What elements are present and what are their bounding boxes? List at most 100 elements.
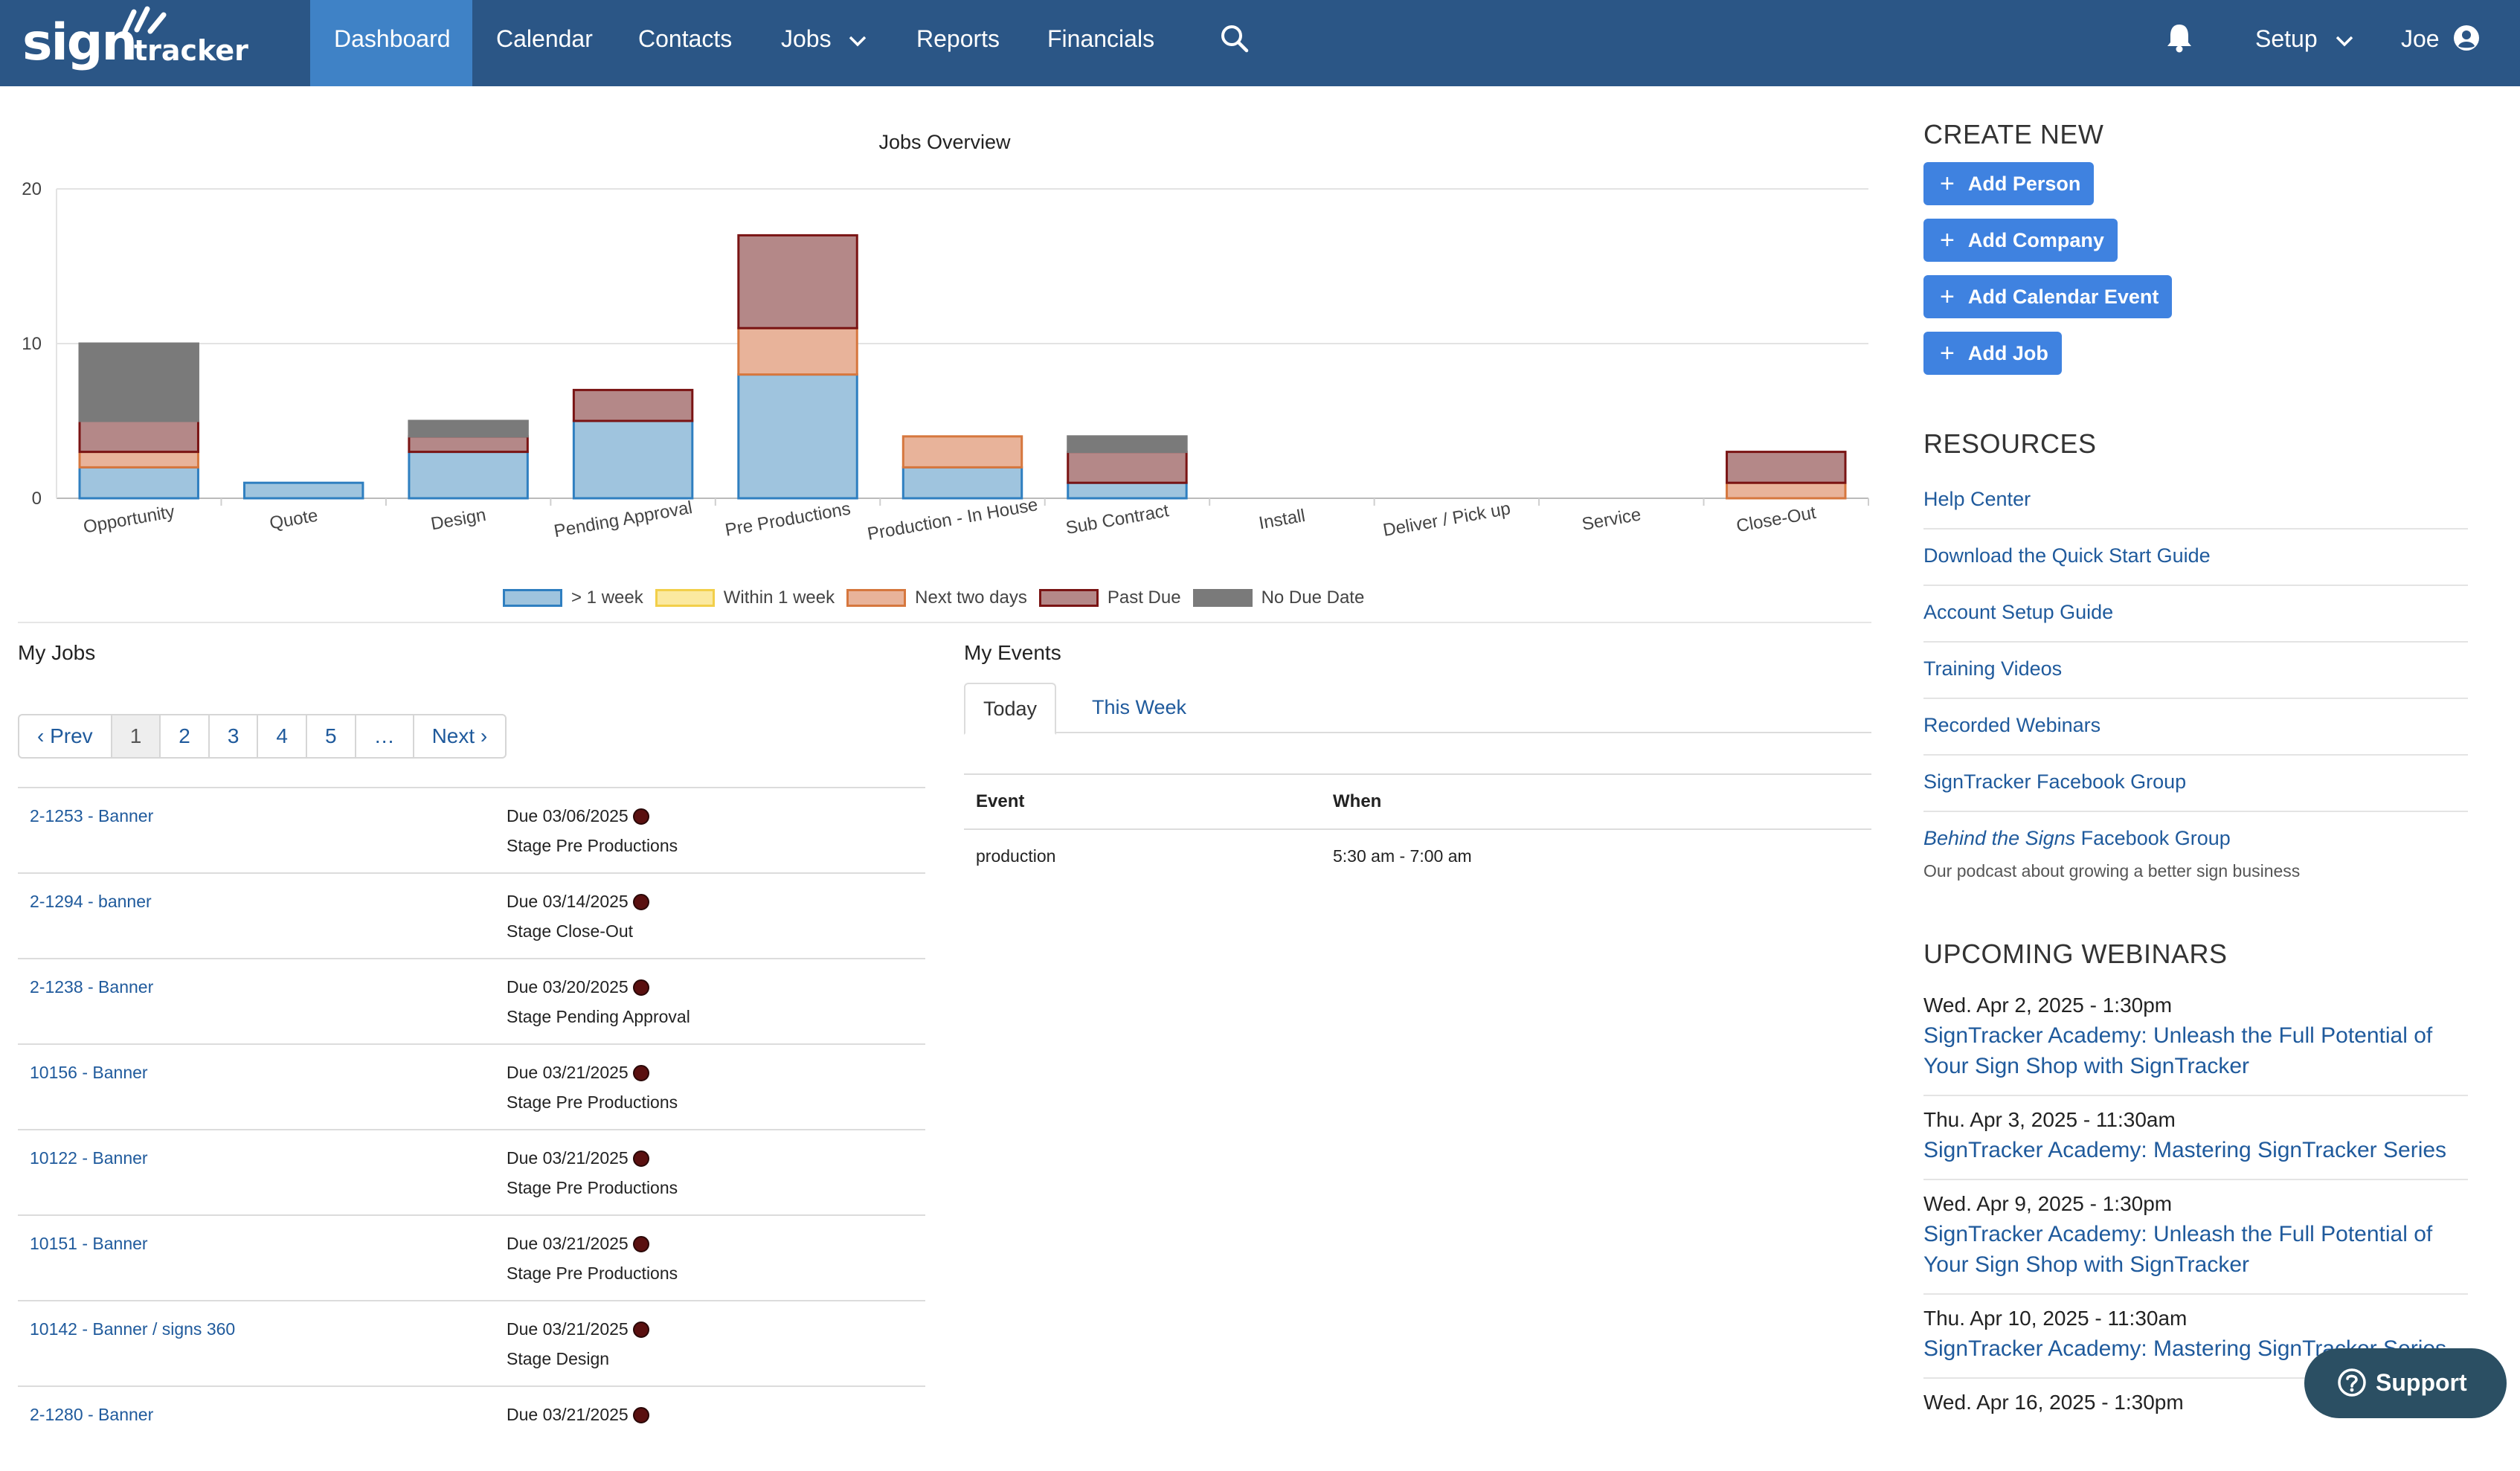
bar-segment: [1726, 451, 1847, 484]
resource-link-recorded-webinars[interactable]: Recorded Webinars: [1923, 714, 2101, 736]
y-tick-label: 10: [22, 334, 42, 354]
pager-ellipsis[interactable]: …: [356, 715, 414, 757]
support-button[interactable]: Support: [2304, 1348, 2507, 1418]
nav-financials[interactable]: Financials: [1023, 0, 1178, 86]
resource-link-training-videos[interactable]: Training Videos: [1923, 657, 2063, 680]
pager-next[interactable]: Next ›: [431, 724, 488, 747]
job-row: 10122 - Banner Due 03/21/2025 Stage Pre …: [18, 1129, 925, 1214]
nav-calendar[interactable]: Calendar: [472, 0, 617, 86]
resource-link-account-setup[interactable]: Account Setup Guide: [1923, 601, 2114, 623]
bar-segment: [1067, 435, 1188, 454]
legend-label: Within 1 week: [723, 588, 835, 608]
job-link[interactable]: 10122 - Banner: [30, 1148, 148, 1168]
job-link[interactable]: 10156 - Banner: [30, 1063, 148, 1082]
bar-segment: [572, 388, 694, 422]
job-stage: Stage Pre Productions: [507, 836, 678, 855]
webinar-date: Wed. Apr 2, 2025 - 1:30pm: [1923, 994, 2173, 1017]
plus-icon: +: [1940, 226, 1955, 254]
user-menu[interactable]: Joe: [2377, 0, 2504, 86]
job-stage: Stage Pre Productions: [507, 1178, 678, 1197]
column-header-when: When: [1333, 791, 1382, 811]
job-link[interactable]: 2-1253 - Banner: [30, 806, 154, 825]
pager-page-3[interactable]: 3: [210, 715, 259, 757]
legend-swatch: [1192, 589, 1253, 607]
resource-item: Help Center: [1923, 473, 2468, 530]
webinar-item: Wed. Apr 16, 2025 - 1:30pm: [1923, 1379, 2468, 1428]
job-link[interactable]: 2-1238 - Banner: [30, 977, 154, 997]
job-due-text: Due 03/21/2025: [507, 1319, 629, 1339]
chevron-down-icon: [849, 36, 867, 47]
webinar-link[interactable]: SignTracker Academy: Unleash the Full Po…: [1923, 1222, 2433, 1277]
job-due-text: Due 03/06/2025: [507, 806, 629, 825]
x-tick-label: Quote: [268, 506, 319, 534]
nav-financials-label: Financials: [1047, 25, 1155, 52]
nav-jobs[interactable]: Jobs: [757, 0, 891, 86]
search-icon[interactable]: [1218, 22, 1251, 55]
pager-page-1[interactable]: 1: [112, 715, 161, 757]
tab-today[interactable]: Today: [964, 683, 1057, 735]
user-circle-icon: [2454, 25, 2480, 51]
add-calendar-event-button[interactable]: + Add Calendar Event: [1923, 275, 2173, 318]
pager-prev[interactable]: ‹ Prev: [19, 715, 112, 757]
resource-link-help-center[interactable]: Help Center: [1923, 488, 2031, 510]
webinar-link[interactable]: SignTracker Academy: Mastering SignTrack…: [1923, 1138, 2447, 1162]
events-tabs: Today This Week: [964, 683, 1871, 735]
pager-page-5[interactable]: 5: [307, 715, 356, 757]
bar-segment: [408, 451, 529, 500]
webinar-item: Thu. Apr 3, 2025 - 11:30am SignTracker A…: [1923, 1096, 2468, 1180]
resource-link-facebook-group[interactable]: SignTracker Facebook Group: [1923, 770, 2187, 793]
podcast-description: Our podcast about growing a better sign …: [1923, 861, 2301, 881]
nav-dashboard[interactable]: Dashboard: [310, 0, 472, 86]
chart-legend: > 1 week Within 1 week Next two days Pas…: [503, 583, 1376, 613]
my-jobs-title: My Jobs: [18, 641, 96, 664]
job-due: Due 03/20/2025: [507, 977, 649, 997]
resource-link-podcast-group[interactable]: Behind the Signs Facebook Group: [1923, 827, 2231, 850]
nav-setup[interactable]: Setup: [2231, 0, 2378, 86]
nav-reports[interactable]: Reports: [893, 0, 1023, 86]
job-stage: Stage Pre Productions: [507, 1092, 678, 1112]
job-due: Due 03/06/2025: [507, 806, 649, 826]
legend-item[interactable]: Next two days: [846, 588, 1027, 608]
legend-item[interactable]: No Due Date: [1192, 588, 1364, 608]
nav-contacts[interactable]: Contacts: [614, 0, 756, 86]
legend-item[interactable]: Within 1 week: [655, 588, 835, 608]
event-name: production: [976, 846, 1056, 866]
upcoming-webinars-heading: UPCOMING WEBINARS: [1923, 939, 2228, 969]
bar-segment: [1067, 481, 1188, 500]
nav-calendar-label: Calendar: [496, 25, 593, 52]
legend-item[interactable]: Past Due: [1038, 588, 1181, 608]
x-tick-label: Sub Contract: [1064, 500, 1171, 538]
job-stage: Stage Pre Productions: [507, 1264, 678, 1283]
legend-swatch: [503, 589, 562, 607]
legend-label: > 1 week: [571, 588, 643, 608]
events-table-header: Event When: [964, 773, 1871, 830]
logo-burst-icon: [122, 6, 167, 34]
webinar-item: Wed. Apr 9, 2025 - 1:30pm SignTracker Ac…: [1923, 1180, 2468, 1295]
job-due-text: Due 03/21/2025: [507, 1148, 629, 1168]
job-row: 10151 - Banner Due 03/21/2025 Stage Pre …: [18, 1214, 925, 1300]
signtracker-logo[interactable]: sign tracker: [22, 1, 260, 83]
bar-segment: [408, 419, 529, 438]
webinars-list: Wed. Apr 2, 2025 - 1:30pm SignTracker Ac…: [1923, 982, 2468, 1428]
resource-link-quick-start[interactable]: Download the Quick Start Guide: [1923, 544, 2211, 567]
job-link[interactable]: 10151 - Banner: [30, 1234, 148, 1253]
bar-segment: [408, 435, 529, 454]
pager-page-2[interactable]: 2: [161, 715, 210, 757]
tab-this-week[interactable]: This Week: [1092, 696, 1187, 718]
job-link[interactable]: 10142 - Banner / signs 360: [30, 1319, 236, 1339]
job-link[interactable]: 2-1280 - Banner: [30, 1405, 154, 1424]
webinar-link[interactable]: SignTracker Academy: Unleash the Full Po…: [1923, 1023, 2433, 1078]
legend-item[interactable]: > 1 week: [503, 588, 643, 608]
pager-page-4[interactable]: 4: [258, 715, 307, 757]
my-jobs-list: 2-1253 - Banner Due 03/06/2025 Stage Pre…: [18, 787, 925, 1471]
job-row: 10156 - Banner Due 03/21/2025 Stage Pre …: [18, 1043, 925, 1129]
event-row[interactable]: production 5:30 am - 7:00 am: [964, 830, 1871, 883]
job-row: 2-1280 - Banner Due 03/21/2025: [18, 1385, 925, 1471]
add-job-button[interactable]: + Add Job: [1923, 332, 2062, 375]
bell-icon[interactable]: [2163, 21, 2196, 54]
add-person-button[interactable]: + Add Person: [1923, 162, 2095, 205]
job-link[interactable]: 2-1294 - banner: [30, 892, 152, 911]
x-tick-label: Deliver / Pick up: [1381, 498, 1511, 541]
section-divider: [18, 622, 1871, 623]
add-company-button[interactable]: + Add Company: [1923, 219, 2118, 262]
